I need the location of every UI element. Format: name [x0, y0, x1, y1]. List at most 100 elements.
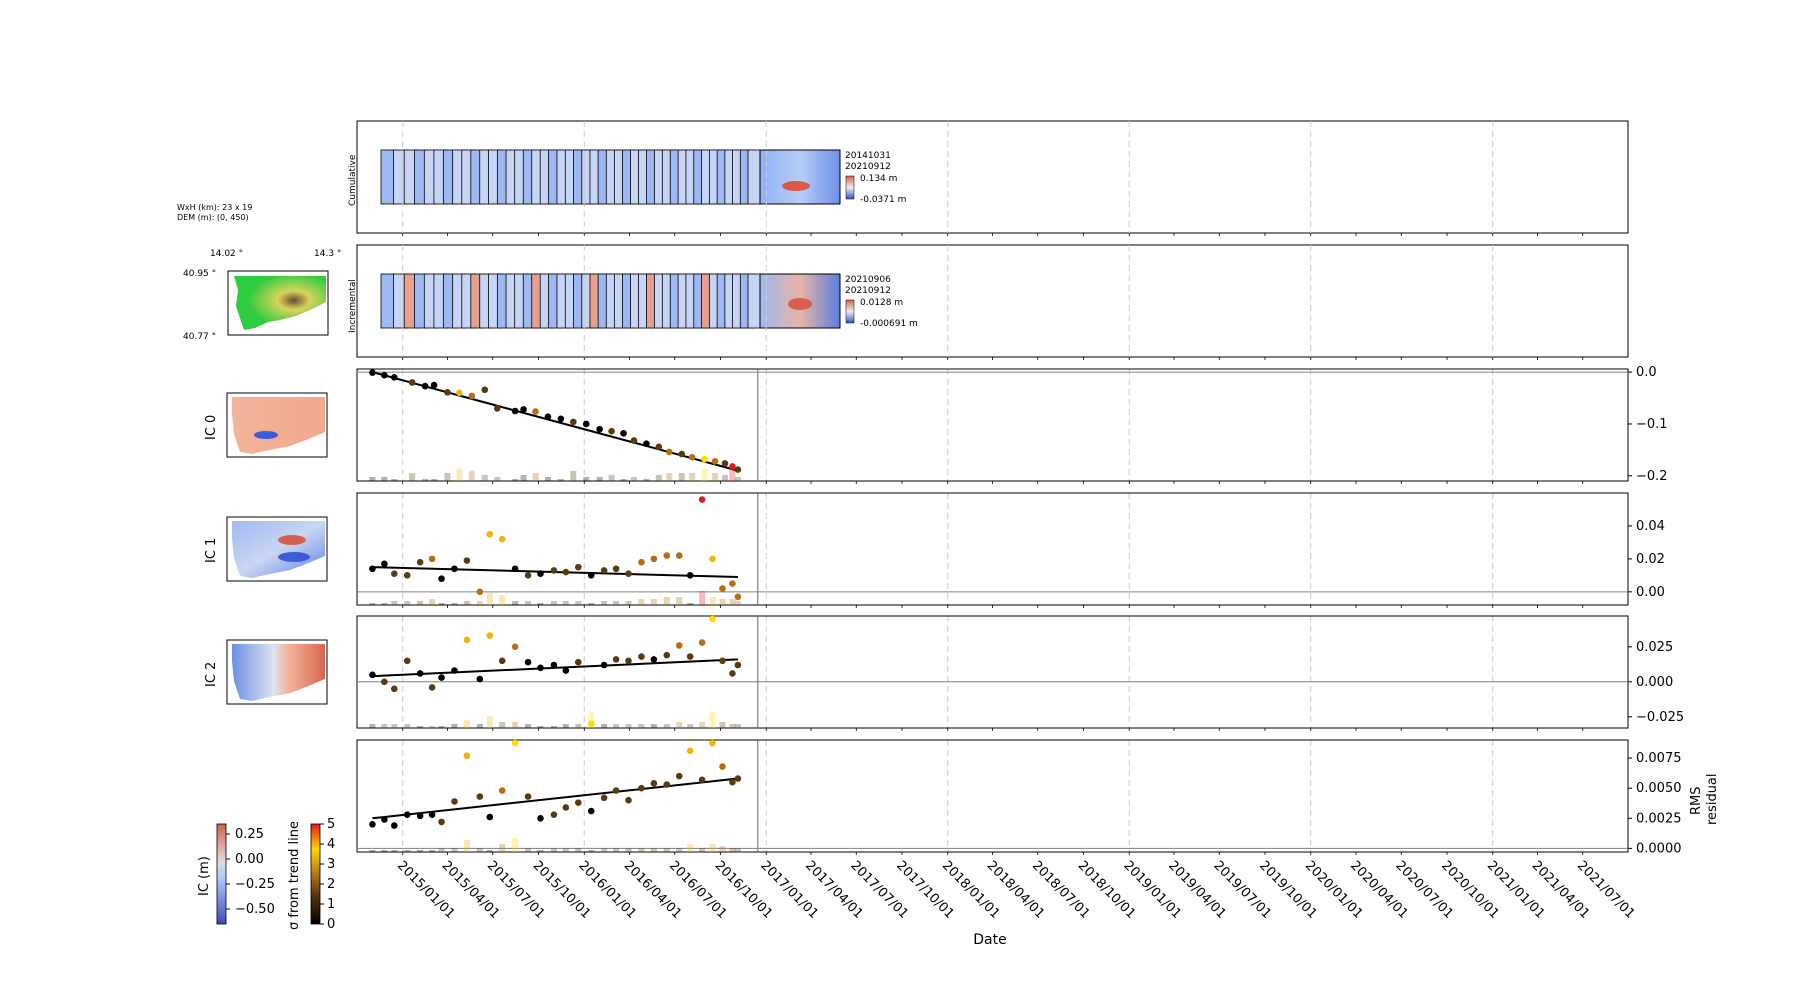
data-point: [612, 656, 620, 663]
residual-bar: [404, 724, 411, 728]
data-point: [550, 811, 558, 818]
incremental-label: Incremental: [348, 279, 358, 333]
residual-bar: [701, 469, 708, 481]
lon-tick-1: 14.02 °: [210, 249, 243, 259]
data-point: [582, 420, 590, 428]
y-tick-label: 0.0: [1636, 365, 1657, 380]
strip-thumbnail: [380, 149, 396, 205]
data-point: [520, 406, 527, 413]
data-point: [638, 653, 645, 660]
cumulative-last-map: [759, 149, 841, 205]
ic1-map: [226, 516, 328, 582]
data-point: [428, 555, 436, 563]
data-point: [381, 816, 388, 823]
residual-bar: [562, 848, 569, 852]
residual-bar: [655, 475, 662, 481]
data-point: [719, 763, 726, 770]
data-point: [511, 407, 519, 415]
cumulative-date-top: 20141031: [845, 151, 891, 161]
data-point: [600, 567, 608, 574]
data-point: [430, 381, 438, 389]
y-tick-label: 0.0000: [1636, 841, 1682, 856]
residual-bar: [463, 601, 470, 605]
data-point: [574, 658, 582, 666]
data-point: [663, 552, 671, 559]
y-tick-label: −0.2: [1636, 469, 1668, 484]
data-point: [711, 457, 719, 465]
sigma-cbar-tick-label: 0: [327, 917, 335, 932]
residual-bar: [451, 848, 458, 852]
data-point: [574, 799, 582, 806]
residual-bar: [663, 848, 670, 852]
residual-bar: [494, 477, 501, 481]
data-point: [630, 437, 638, 444]
data-point: [511, 739, 519, 747]
wxh-label: WxH (km): 23 x 19: [177, 203, 252, 212]
data-point: [476, 588, 484, 596]
data-point: [729, 580, 736, 587]
residual-bar: [608, 475, 615, 481]
residual-bar: [391, 479, 398, 481]
rms-label-line1: RMS: [1689, 786, 1704, 815]
data-point: [428, 811, 436, 818]
residual-bar: [719, 722, 726, 728]
residual-bar: [476, 848, 483, 852]
y-tick-label: 0.04: [1636, 519, 1665, 534]
ic-panel-1: 0.04 0.02 0.00: [356, 492, 1665, 606]
data-point: [650, 656, 658, 663]
data-point: [403, 811, 411, 818]
residual-bar: [583, 477, 590, 481]
data-point: [421, 382, 429, 390]
data-point: [709, 739, 716, 747]
residual-bar: [537, 850, 544, 852]
residual-bar: [562, 724, 569, 728]
y-tick-label: −0.025: [1636, 710, 1684, 725]
data-point: [675, 642, 683, 649]
residual-bar: [404, 850, 411, 852]
incremental-colorbar: [845, 299, 855, 324]
incremental-cbar-max: 0.0128 m: [860, 298, 903, 308]
cumulative-date-bottom: 20210912: [845, 162, 891, 172]
data-point: [444, 389, 451, 396]
residual-bar: [532, 473, 539, 481]
ic-panel-0: 0.0 −0.1 −0.2: [356, 365, 1668, 484]
residual-bar: [663, 597, 670, 605]
data-point: [587, 807, 595, 815]
dem-label: DEM (m): (0, 450): [177, 213, 249, 222]
data-point: [698, 639, 706, 646]
data-point: [729, 463, 736, 470]
residual-bar: [729, 724, 736, 728]
data-point: [463, 557, 471, 564]
data-point: [390, 685, 398, 693]
data-point: [438, 674, 445, 681]
residual-bar: [734, 477, 741, 481]
data-point: [390, 822, 398, 829]
residual-bar: [463, 840, 470, 852]
data-point: [562, 568, 570, 576]
data-point: [625, 570, 632, 578]
ic-cbar-tick-label: 0.00: [235, 852, 264, 867]
data-point: [524, 658, 532, 666]
data-point: [562, 804, 570, 811]
ic-panel-2: 0.025 0.000 −0.025: [356, 615, 1684, 729]
residual-bar: [596, 477, 603, 481]
residual-bar: [625, 848, 632, 852]
residual-bar: [734, 724, 741, 728]
ic-colorbar: 0.25 0.00 −0.25 −0.50 IC (m): [197, 823, 275, 925]
data-point: [369, 565, 376, 573]
data-point: [416, 812, 424, 820]
data-point: [734, 593, 742, 601]
residual-bar: [381, 477, 388, 481]
data-point: [524, 572, 532, 579]
panel-frame: [356, 368, 1629, 482]
data-point: [451, 798, 458, 805]
residual-bar: [438, 603, 445, 605]
cumulative-label: Cumulative: [348, 154, 358, 206]
trend-line: [372, 371, 739, 472]
dem-map: 14.02 ° 14.3 ° 40.95 ° 40.77 °: [183, 249, 341, 342]
residual-bar: [719, 846, 726, 852]
residual-bar: [417, 850, 424, 852]
ic0-label: IC 0: [204, 415, 219, 440]
residual-bar: [562, 601, 569, 605]
data-point: [476, 793, 484, 800]
